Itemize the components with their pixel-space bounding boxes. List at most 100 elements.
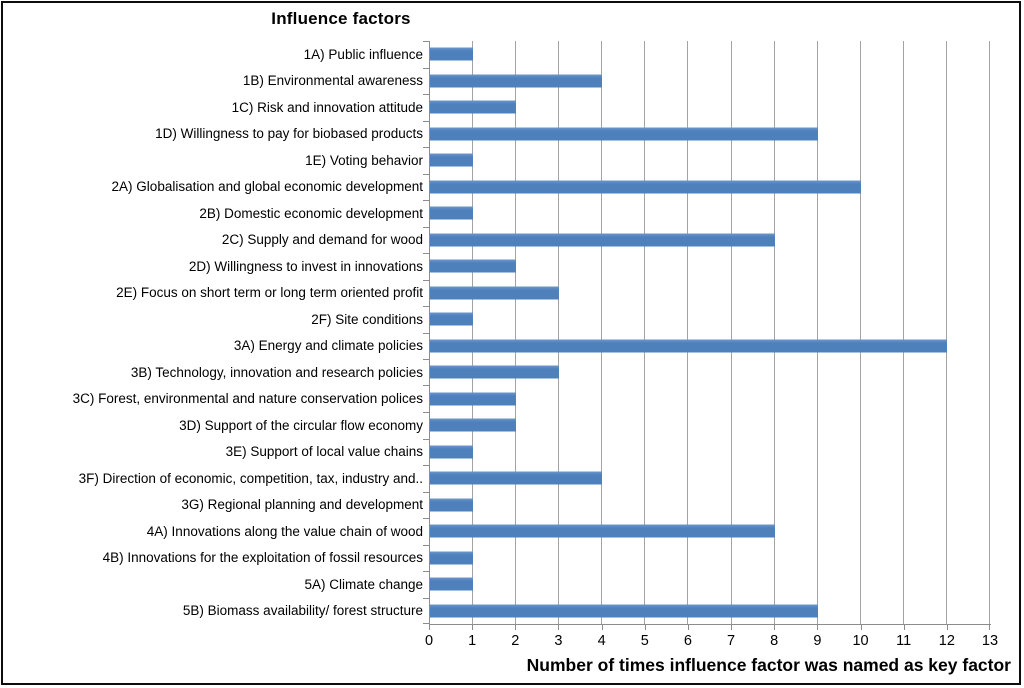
category-label: 2E) Focus on short term or long term ori… (116, 285, 423, 301)
gridline (945, 41, 947, 624)
bar-row: 1D) Willingness to pay for biobased prod… (7, 121, 990, 148)
bar-row: 4B) Innovations for the exploitation of … (7, 545, 990, 572)
bar-track (430, 545, 990, 572)
category-label: 3F) Direction of economic, competition, … (78, 470, 423, 486)
y-axis-ticks (423, 41, 429, 624)
x-tick-label: 12 (938, 633, 955, 649)
category-label: 2B) Domestic economic development (199, 205, 423, 221)
gridline (687, 41, 689, 624)
category-label: 1A) Public influence (303, 46, 423, 62)
gridline (730, 41, 732, 624)
y-axis-tick (423, 332, 429, 334)
category-label: 3E) Support of local value chains (225, 444, 423, 460)
bar-row: 1A) Public influence (7, 41, 990, 68)
category-label: 5B) Biomass availability/ forest structu… (182, 603, 423, 619)
category-label: 5A) Climate change (304, 576, 423, 592)
x-tick-label: 8 (770, 633, 779, 649)
category-label: 3A) Energy and climate policies (233, 338, 423, 354)
bar (430, 153, 474, 167)
x-axis-tick (687, 625, 689, 630)
bar-track (430, 200, 990, 227)
y-axis-tick (423, 385, 429, 387)
x-axis-tick (860, 625, 862, 630)
bar-track (430, 333, 990, 360)
bar-track (430, 253, 990, 280)
y-axis-tick (423, 359, 429, 360)
bar-track (430, 174, 990, 201)
bar-track (430, 306, 990, 333)
x-tick-label: 11 (896, 633, 912, 649)
bar-track (430, 68, 990, 95)
category-label: 3B) Technology, innovation and research … (130, 364, 423, 380)
bar (430, 418, 517, 432)
bar (430, 365, 560, 379)
bar-track (430, 598, 990, 625)
category-label: 4A) Innovations along the value chain of… (146, 523, 423, 539)
y-axis-tick (423, 571, 429, 572)
bar (430, 339, 947, 353)
bar (430, 498, 474, 512)
x-axis-tick (946, 625, 948, 630)
bar-row: 3D) Support of the circular flow economy (7, 412, 990, 439)
y-axis-tick (423, 120, 429, 122)
bar-row: 3F) Direction of economic, competition, … (7, 465, 990, 492)
bar (430, 524, 775, 538)
bar (430, 74, 603, 88)
gridline (472, 41, 474, 624)
y-axis-tick (423, 279, 429, 281)
x-tick-label: 1 (468, 633, 477, 649)
y-axis-tick (423, 491, 429, 493)
y-axis-tick (423, 438, 429, 440)
bar (430, 551, 474, 565)
bar-row: 3G) Regional planning and development (7, 492, 990, 519)
category-label: 2C) Supply and demand for wood (221, 232, 423, 248)
bar-row: 4A) Innovations along the value chain of… (7, 518, 990, 545)
gridline (601, 41, 603, 624)
y-axis-tick (423, 597, 429, 599)
category-label: 2D) Willingness to invest in innovations (188, 258, 423, 274)
y-axis-tick (423, 544, 429, 546)
x-axis-tick-marks (429, 625, 990, 631)
bar-track (430, 41, 990, 68)
x-tick-label: 3 (554, 633, 563, 649)
bar-row: 1E) Voting behavior (7, 147, 990, 174)
x-axis-title: Number of times influence factor was nam… (526, 655, 1011, 675)
bar (430, 100, 517, 114)
bar (430, 127, 818, 141)
category-label: 1B) Environmental awareness (242, 73, 423, 89)
x-tick-label: 2 (511, 633, 520, 649)
bar-track (430, 571, 990, 598)
bar-track (430, 386, 990, 413)
category-label: 2F) Site conditions (311, 311, 423, 327)
gridline (558, 41, 560, 624)
x-axis-tick (601, 625, 603, 630)
bar (430, 577, 474, 591)
x-axis-tick (989, 625, 990, 630)
x-tick-label: 10 (852, 633, 869, 649)
gridline (902, 41, 904, 624)
x-axis-tick (558, 625, 560, 630)
bar-track (430, 94, 990, 121)
x-axis-tick (644, 625, 646, 630)
x-tick-label: 9 (813, 633, 822, 649)
bar-rows-container: 1A) Public influence 1B) Environmental aw… (7, 41, 990, 624)
gridline (816, 41, 818, 624)
category-label: 1D) Willingness to pay for biobased prod… (155, 126, 423, 142)
bar-row: 2A) Globalisation and global economic de… (7, 174, 990, 201)
bar-row: 2B) Domestic economic development (7, 200, 990, 227)
bar-row: 3C) Forest, environmental and nature con… (7, 386, 990, 413)
bar-row: 2F) Site conditions (7, 306, 990, 333)
bar (430, 392, 517, 406)
bar (430, 180, 861, 194)
y-axis-tick (423, 306, 429, 307)
bar-track (430, 412, 990, 439)
x-axis-line (429, 624, 991, 625)
gridline (859, 41, 861, 624)
x-axis-tick (903, 625, 905, 630)
bar (430, 445, 474, 459)
y-axis-tick (423, 226, 429, 228)
y-axis-tick (423, 253, 429, 254)
y-axis-tick (423, 94, 429, 95)
bar (430, 233, 775, 247)
y-axis-tick (423, 412, 429, 413)
